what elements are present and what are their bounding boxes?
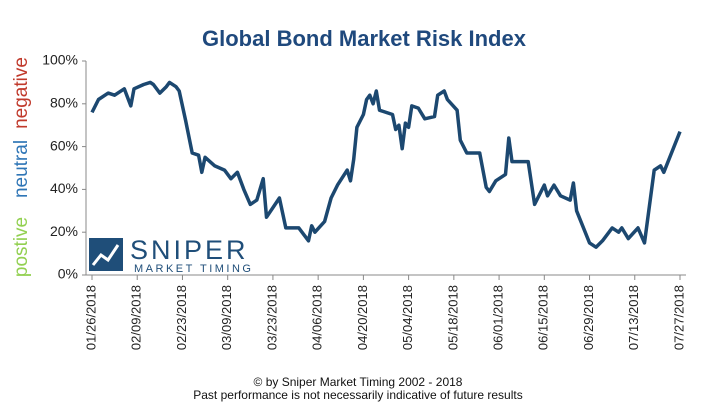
x-tick-label: 04/20/2018	[355, 285, 370, 350]
y-tick-label: 60%	[50, 137, 78, 153]
footer: Past performance is not necessarily indi…	[193, 388, 522, 402]
x-tick-label: 03/09/2018	[219, 285, 234, 350]
y-tick-label: 40%	[50, 180, 78, 196]
logo: SNIPER MARKET TIMING	[89, 235, 254, 275]
x-tick-label: 04/06/2018	[310, 285, 325, 350]
risk-zone-label: negative	[11, 57, 32, 129]
risk-zone-label: postive	[11, 217, 32, 277]
x-tick-label: 01/26/2018	[83, 285, 98, 350]
y-tick-label: 20%	[50, 223, 78, 239]
footer: © by Sniper Market Timing 2002 - 2018	[254, 375, 463, 389]
x-tick-label: 05/04/2018	[400, 285, 415, 350]
x-tick-label: 03/23/2018	[264, 285, 279, 350]
y-tick-label: 80%	[50, 95, 78, 111]
y-tick-label: 100%	[42, 52, 78, 68]
risk-zone-label: neutral	[11, 140, 32, 198]
x-tick-label: 06/29/2018	[581, 285, 596, 350]
x-tick-label: 05/18/2018	[445, 285, 460, 350]
logo-name: SNIPER	[130, 235, 249, 265]
logo-tagline: MARKET TIMING	[134, 263, 254, 275]
x-tick-label: 07/27/2018	[671, 285, 686, 350]
logo-icon	[89, 238, 123, 271]
data-line	[90, 80, 682, 249]
x-tick-label: 02/09/2018	[129, 285, 144, 350]
x-tick-label: 07/13/2018	[626, 285, 641, 350]
y-tick-label: 0%	[58, 266, 78, 282]
chart-title: Global Bond Market Risk Index	[202, 26, 527, 51]
x-tick-label: 06/01/2018	[491, 285, 506, 350]
logo-icon-line	[91, 244, 120, 266]
x-tick-label: 02/23/2018	[174, 285, 189, 350]
x-tick-label: 06/15/2018	[536, 285, 551, 350]
